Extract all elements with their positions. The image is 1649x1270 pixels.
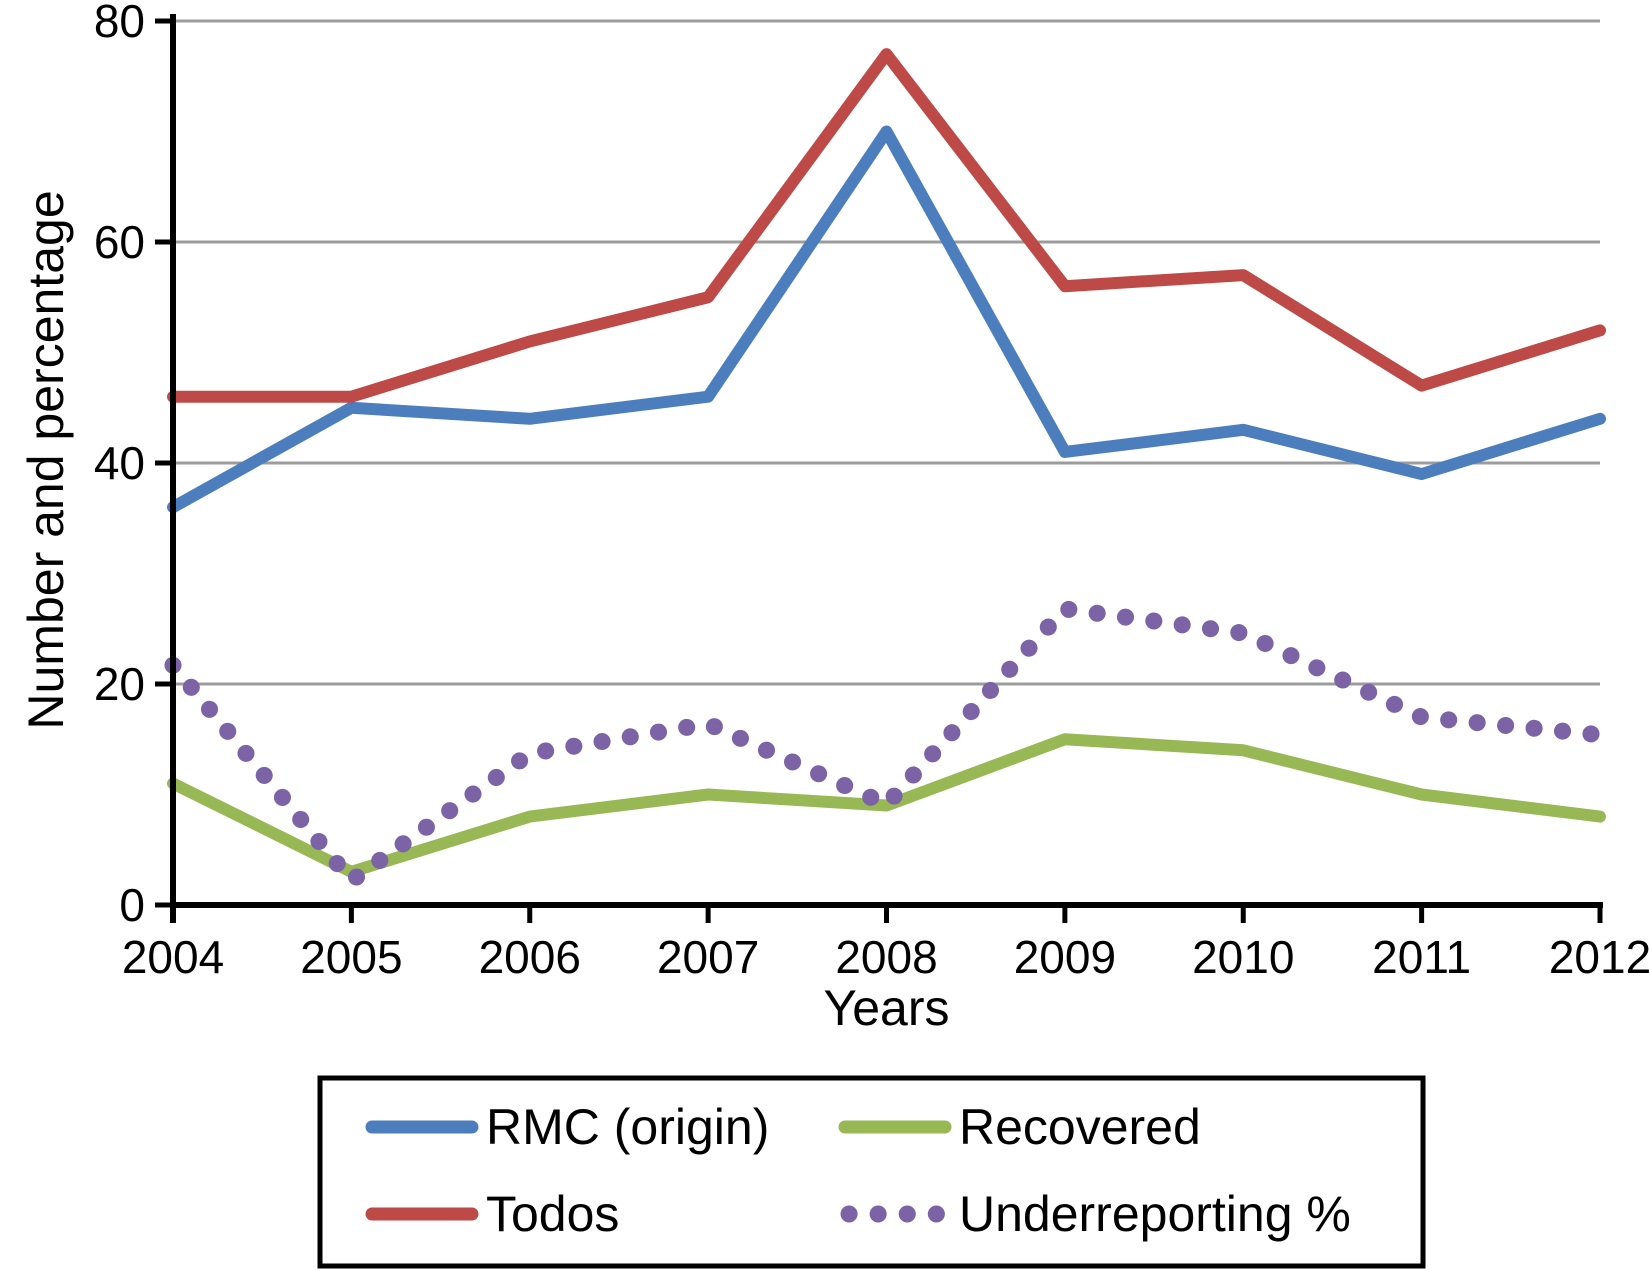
series-line-recovered bbox=[167, 733, 1606, 878]
x-tick-label-2008: 2008 bbox=[835, 931, 937, 983]
x-tick-label-2007: 2007 bbox=[657, 931, 759, 983]
y-tick-label-0: 0 bbox=[119, 879, 145, 931]
legend-label-todos: Todos bbox=[486, 1186, 619, 1242]
x-tick-label-2006: 2006 bbox=[479, 931, 581, 983]
legend-box bbox=[317, 1075, 1426, 1269]
y-tick-label-40: 40 bbox=[94, 437, 145, 489]
legend-label-recovered: Recovered bbox=[959, 1099, 1201, 1155]
legend-label-underreporting: Underreporting % bbox=[959, 1186, 1351, 1242]
x-tick-label-2010: 2010 bbox=[1192, 931, 1294, 983]
legend-label-rmc-origin: RMC (origin) bbox=[486, 1099, 769, 1155]
x-tick-label-2004: 2004 bbox=[122, 931, 224, 983]
x-tick-label-2011: 2011 bbox=[1372, 931, 1471, 983]
x-axis-title: Years bbox=[823, 980, 949, 1036]
y-tick-label-80: 80 bbox=[94, 0, 145, 47]
series-line-rmc-origin bbox=[167, 125, 1606, 514]
series-line-underreporting bbox=[164, 600, 1609, 890]
x-tick-label-2009: 2009 bbox=[1014, 931, 1116, 983]
x-tick-label-2005: 2005 bbox=[300, 931, 402, 983]
x-tick-label-2012: 2012 bbox=[1549, 931, 1649, 983]
series-line-todos bbox=[167, 48, 1606, 403]
y-tick-label-20: 20 bbox=[94, 658, 145, 710]
y-tick-label-60: 60 bbox=[94, 216, 145, 268]
y-axis-title: Number and percentage bbox=[18, 190, 74, 729]
